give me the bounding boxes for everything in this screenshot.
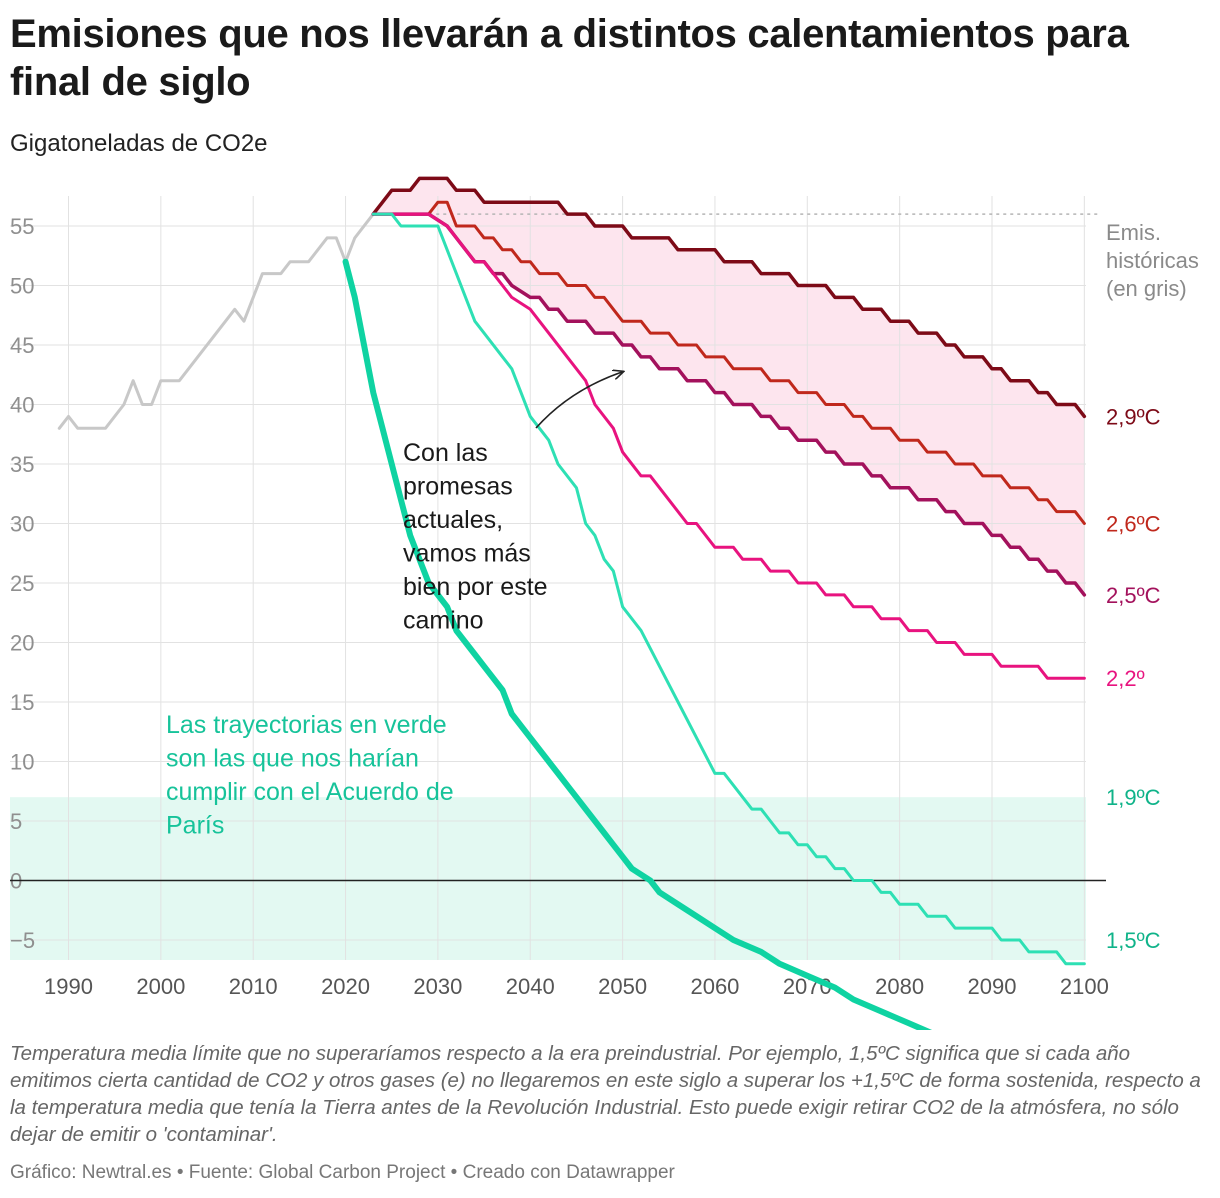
x-tick-label: 1990: [44, 974, 93, 999]
series-line: [371, 212, 1086, 966]
series-end-label: 2,9ºC: [1106, 404, 1161, 429]
y-tick-label: 35: [10, 452, 34, 477]
series-line: [371, 212, 1086, 680]
x-tick-label: 2000: [136, 974, 185, 999]
series-end-label: 2,5ºC: [1106, 583, 1161, 608]
series-end-label: 1,5ºC: [1106, 928, 1161, 953]
y-tick-label: 20: [10, 631, 34, 656]
x-tick-label: 2090: [968, 974, 1017, 999]
series-end-label: 2,2º: [1106, 666, 1145, 691]
series-end-label: 1,9ºC: [1106, 785, 1161, 810]
historical-label: Emis.: [1106, 220, 1161, 245]
x-tick-label: 2060: [690, 974, 739, 999]
annotation-text: vamos más: [403, 540, 531, 568]
x-tick-label: 2040: [506, 974, 555, 999]
series-line: [371, 176, 1087, 419]
historical-label: históricas: [1106, 248, 1199, 273]
chart-notes: Temperatura media límite que no superarí…: [10, 1042, 1201, 1146]
annotation-text: Con las: [403, 439, 488, 467]
annotation-text: promesas: [403, 473, 513, 501]
y-tick-label: 5: [10, 809, 22, 834]
x-tick-label: 2030: [413, 974, 462, 999]
series-end-label: 2,6ºC: [1106, 512, 1161, 537]
annotation-text: camino: [403, 607, 484, 635]
y-tick-label: 15: [10, 690, 34, 715]
x-tick-label: 2010: [229, 974, 278, 999]
series-line: [57, 212, 384, 430]
annotation-text-green: son las que nos harían: [166, 745, 419, 773]
series-line: [371, 212, 1087, 597]
x-tick-label: 2020: [321, 974, 370, 999]
x-tick-label: 2080: [875, 974, 924, 999]
chart-byline: Gráfico: Newtral.es • Fuente: Global Car…: [10, 1162, 675, 1183]
annotation-text-green: París: [166, 812, 224, 840]
x-tick-label: 2100: [1060, 974, 1109, 999]
annotation-text: actuales,: [403, 506, 503, 534]
annotation-text: bien por este: [403, 573, 548, 601]
x-tick-label: 2050: [598, 974, 647, 999]
y-tick-label: 40: [10, 393, 34, 418]
annotation-text-green: Las trayectorias en verde: [166, 711, 447, 739]
shaded-band: [373, 178, 1085, 595]
chart-title: Emisiones que nos llevarán a distintos c…: [10, 12, 1129, 104]
y-tick-label: 50: [10, 274, 34, 299]
y-tick-label: 55: [10, 214, 34, 239]
y-tick-label: 10: [10, 750, 34, 775]
y-tick-label: 25: [10, 571, 34, 596]
y-tick-label: −5: [10, 928, 35, 953]
y-tick-label: 45: [10, 333, 34, 358]
green-band: [10, 797, 1086, 960]
series-line: [371, 200, 1086, 525]
annotation-text-green: cumplir con el Acuerdo de: [166, 778, 454, 806]
chart-subtitle: Gigatoneladas de CO2e: [10, 130, 268, 157]
annotation-arrow: [535, 372, 622, 429]
series-line: [342, 258, 933, 1030]
historical-label: (en gris): [1106, 276, 1187, 301]
y-tick-label: 30: [10, 512, 34, 537]
